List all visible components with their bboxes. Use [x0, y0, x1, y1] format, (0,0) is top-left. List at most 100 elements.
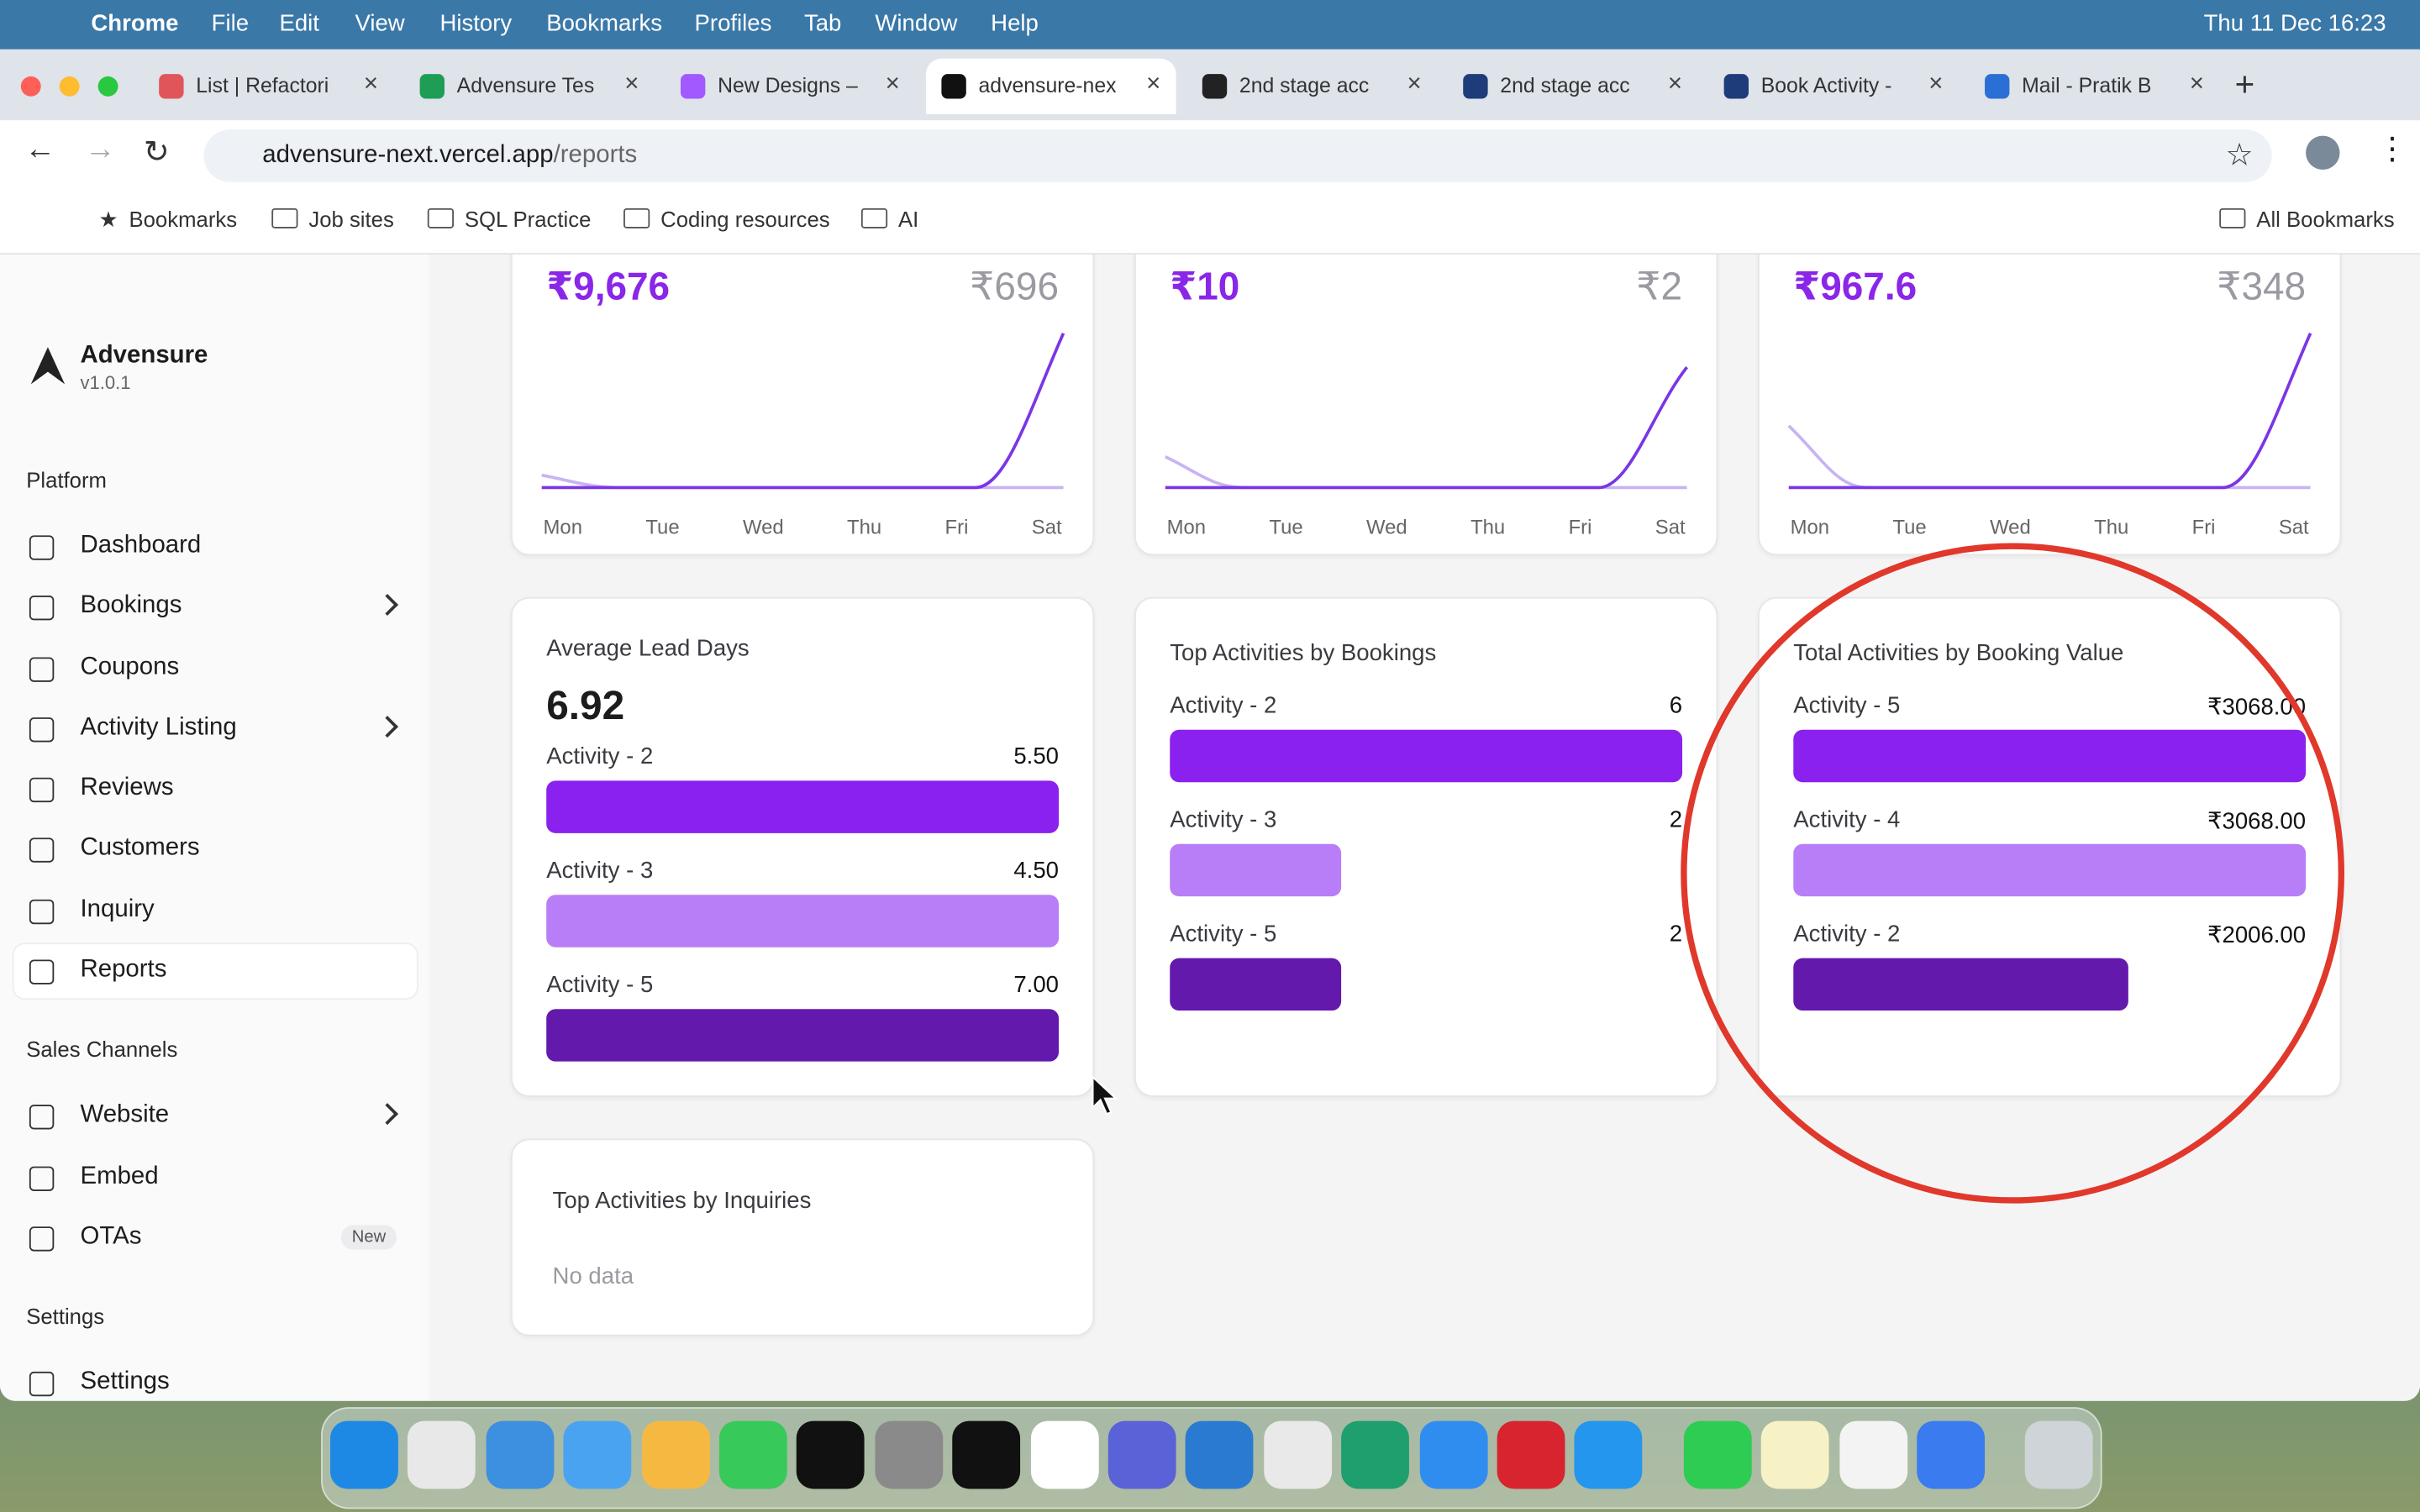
nav-icon: [29, 959, 55, 984]
tab[interactable]: 2nd stage acc ×: [1448, 59, 1698, 114]
trend-compare: ₹2: [1636, 265, 1683, 309]
bookmark[interactable]: SQL Practice: [427, 207, 591, 232]
tab-close[interactable]: ×: [1146, 71, 1161, 97]
dock-icon[interactable]: [1107, 1420, 1176, 1489]
dock-icon[interactable]: [952, 1420, 1021, 1489]
nav-item[interactable]: Dashboard: [0, 518, 429, 579]
menu-item[interactable]: Window: [875, 10, 958, 38]
nav-item[interactable]: Customers: [0, 822, 429, 882]
nav-icon: [29, 778, 55, 803]
dock-icon[interactable]: [486, 1420, 555, 1489]
bookmark[interactable]: Job sites: [271, 207, 394, 232]
nav-item[interactable]: Activity Listing: [0, 701, 429, 761]
address-bar[interactable]: advensure-next.vercel.app/reports ☆: [203, 129, 2272, 182]
tab-title: New Designs –: [718, 74, 858, 97]
menu-item[interactable]: View: [355, 10, 405, 38]
bookmark[interactable]: All Bookmarks: [2219, 207, 2395, 232]
nav-item[interactable]: OTAs New: [0, 1210, 429, 1270]
trend-card: ₹9,676 ₹696 Mon Tue Wed Thu Fri Sat: [510, 255, 1095, 556]
tab-close[interactable]: ×: [885, 71, 900, 97]
menu-item[interactable]: Profiles: [694, 10, 772, 38]
bar-value: ₹3068.00: [2207, 694, 2307, 721]
tab[interactable]: Mail - Pratik B ×: [1970, 59, 2220, 114]
day-label: Thu: [847, 515, 882, 539]
nav-label: OTAs: [80, 1223, 142, 1250]
dock-icon[interactable]: [1575, 1420, 1644, 1489]
dock-icon[interactable]: [1341, 1420, 1410, 1489]
trend-card: ₹967.6 ₹348 Mon Tue Wed Thu Fri Sat: [1758, 255, 2342, 556]
tab-close[interactable]: ×: [1928, 71, 1944, 97]
bookmark[interactable]: Coding resources: [623, 207, 830, 232]
menu-item[interactable]: Bookmarks: [546, 10, 663, 38]
forward[interactable]: →: [85, 132, 116, 167]
menu-item[interactable]: Help: [991, 10, 1039, 38]
inquiry-card: Top Activities by Inquiries No data: [510, 1138, 1095, 1336]
menu-item[interactable]: Edit: [279, 10, 319, 38]
app-menu[interactable]: Chrome: [91, 10, 179, 38]
bookmark[interactable]: AI: [860, 207, 918, 232]
dock-icon[interactable]: [1497, 1420, 1565, 1489]
bar-row: Activity - 4 ₹3068.00: [1793, 807, 2307, 897]
dock-icon[interactable]: [1186, 1420, 1255, 1489]
nav-icon: [29, 1105, 55, 1131]
nav-icon: [29, 1226, 55, 1252]
nav-item[interactable]: Reports: [0, 942, 429, 1003]
dock-icon[interactable]: [563, 1420, 632, 1489]
tab[interactable]: List | Refactori ×: [144, 59, 394, 114]
dock-icon[interactable]: [797, 1420, 865, 1489]
new-tab[interactable]: +: [2234, 65, 2255, 104]
dock-icon[interactable]: [1263, 1420, 1332, 1489]
bar-row: Activity - 5 2: [1170, 921, 1682, 1011]
nav-item[interactable]: Embed: [0, 1149, 429, 1210]
dock-icon[interactable]: [1839, 1420, 1907, 1489]
dock-icon[interactable]: [1030, 1420, 1099, 1489]
tab[interactable]: 2nd stage acc ×: [1186, 59, 1437, 114]
tab-title: Mail - Pratik B: [2022, 74, 2152, 97]
folder-icon: [427, 207, 455, 228]
trend-compare: ₹696: [970, 265, 1060, 309]
day-label: Sat: [2278, 515, 2309, 539]
menu-item[interactable]: File: [211, 10, 250, 38]
nav-item[interactable]: Settings: [0, 1355, 429, 1401]
dock-icon[interactable]: [1419, 1420, 1487, 1489]
tab[interactable]: Book Activity - ×: [1708, 59, 1959, 114]
nav-item[interactable]: Inquiry: [0, 882, 429, 942]
tab-close[interactable]: ×: [624, 71, 639, 97]
tab[interactable]: advensure-nex ×: [926, 58, 1176, 114]
dock-icon[interactable]: [408, 1420, 476, 1489]
day-axis: Mon Tue Wed Thu Fri Sat: [1167, 515, 1686, 538]
dock-icon[interactable]: [1761, 1420, 1829, 1489]
dock-icon[interactable]: [2025, 1420, 2094, 1489]
reload[interactable]: ↻: [143, 135, 170, 171]
bookmark[interactable]: ★ Bookmarks: [99, 207, 238, 233]
dock-icon[interactable]: [641, 1420, 710, 1489]
menu-item[interactable]: Tab: [803, 10, 842, 38]
nav-icon: [29, 838, 55, 864]
tab[interactable]: New Designs – ×: [666, 59, 916, 114]
nav-item[interactable]: Website: [0, 1089, 429, 1149]
dock-icon[interactable]: [875, 1420, 943, 1489]
dock-icon[interactable]: [1683, 1420, 1752, 1489]
nav-item[interactable]: Bookings: [0, 579, 429, 639]
dock-icon[interactable]: [330, 1420, 398, 1489]
nav-label: Settings: [80, 1368, 170, 1395]
back[interactable]: ←: [24, 132, 56, 167]
tab[interactable]: Advensure Tes ×: [404, 59, 655, 114]
menu[interactable]: ⋮: [2376, 132, 2408, 167]
section-title: Platform: [26, 467, 107, 492]
dock-icon[interactable]: [718, 1420, 787, 1489]
window-controls[interactable]: [18, 74, 127, 98]
logo: [30, 347, 66, 385]
tab-close[interactable]: ×: [2189, 71, 2204, 97]
nav-item[interactable]: Reviews: [0, 761, 429, 822]
menu-item[interactable]: History: [439, 10, 513, 38]
tab-close[interactable]: ×: [1667, 71, 1683, 97]
day-label: Sat: [1655, 515, 1686, 539]
tab-close[interactable]: ×: [363, 71, 379, 97]
dock-icon[interactable]: [1917, 1420, 1986, 1489]
tab-close[interactable]: ×: [1407, 71, 1422, 97]
profile[interactable]: [2306, 135, 2340, 171]
nav-item[interactable]: Coupons: [0, 639, 429, 700]
bookmarks-bar: ★ Bookmarks Job sites SQL Practice Coding re…: [0, 185, 2420, 255]
